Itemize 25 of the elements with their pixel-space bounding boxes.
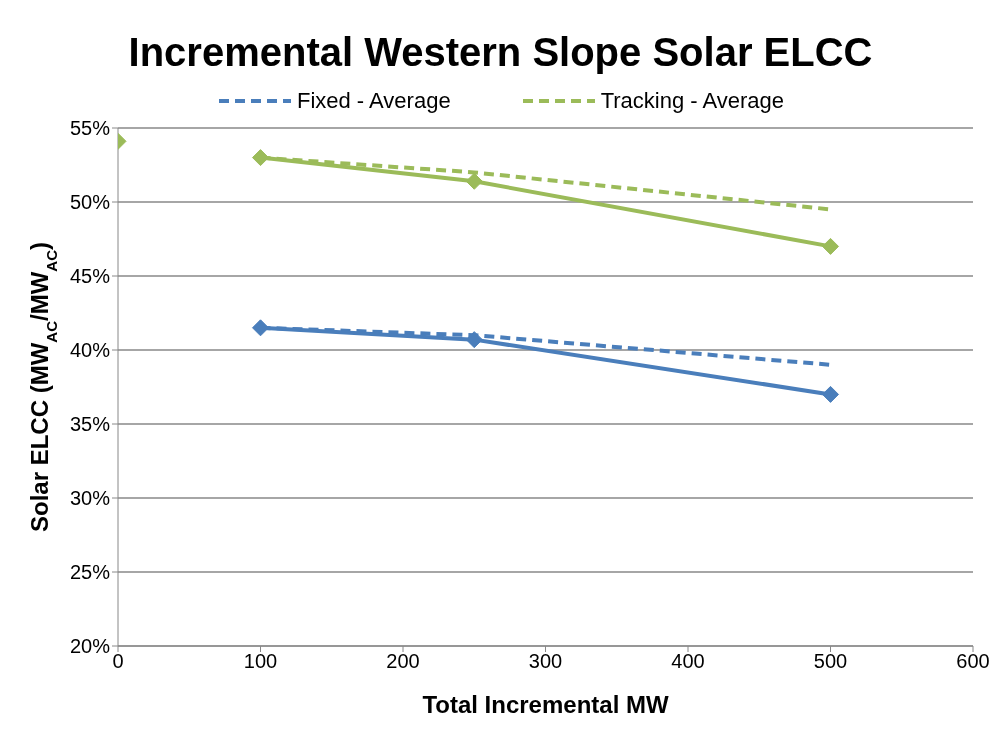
legend-label: Fixed - Average xyxy=(296,88,451,114)
x-tick-label: 600 xyxy=(956,650,990,673)
y-tick-label: 55% xyxy=(69,117,111,140)
x-tick-label: 500 xyxy=(813,650,848,673)
x-tick-label: 0 xyxy=(112,650,124,673)
point xyxy=(465,331,483,349)
point xyxy=(465,172,483,190)
y-tick-label: 25% xyxy=(69,561,111,584)
x-tick-label: 100 xyxy=(243,650,278,673)
y-tick-label: 40% xyxy=(69,339,111,362)
x-tick-label: 200 xyxy=(386,650,420,673)
y-tick-label: 50% xyxy=(69,191,111,214)
point xyxy=(252,149,269,167)
chart-title: Incremental Western Slope Solar ELCC xyxy=(127,30,874,76)
point xyxy=(252,319,269,337)
y-tick-label: 45% xyxy=(69,265,111,288)
y-tick-label: 20% xyxy=(69,635,111,658)
y-tick-label: 30% xyxy=(69,487,111,510)
y-tick-label: 35% xyxy=(69,413,111,436)
x-tick-label: 300 xyxy=(528,650,563,673)
point xyxy=(822,385,839,403)
point xyxy=(822,237,839,255)
x-axis-title: Total Incremental MW xyxy=(422,691,669,719)
x-tick-label: 400 xyxy=(671,650,705,673)
legend-label: Tracking - Average xyxy=(600,88,785,114)
